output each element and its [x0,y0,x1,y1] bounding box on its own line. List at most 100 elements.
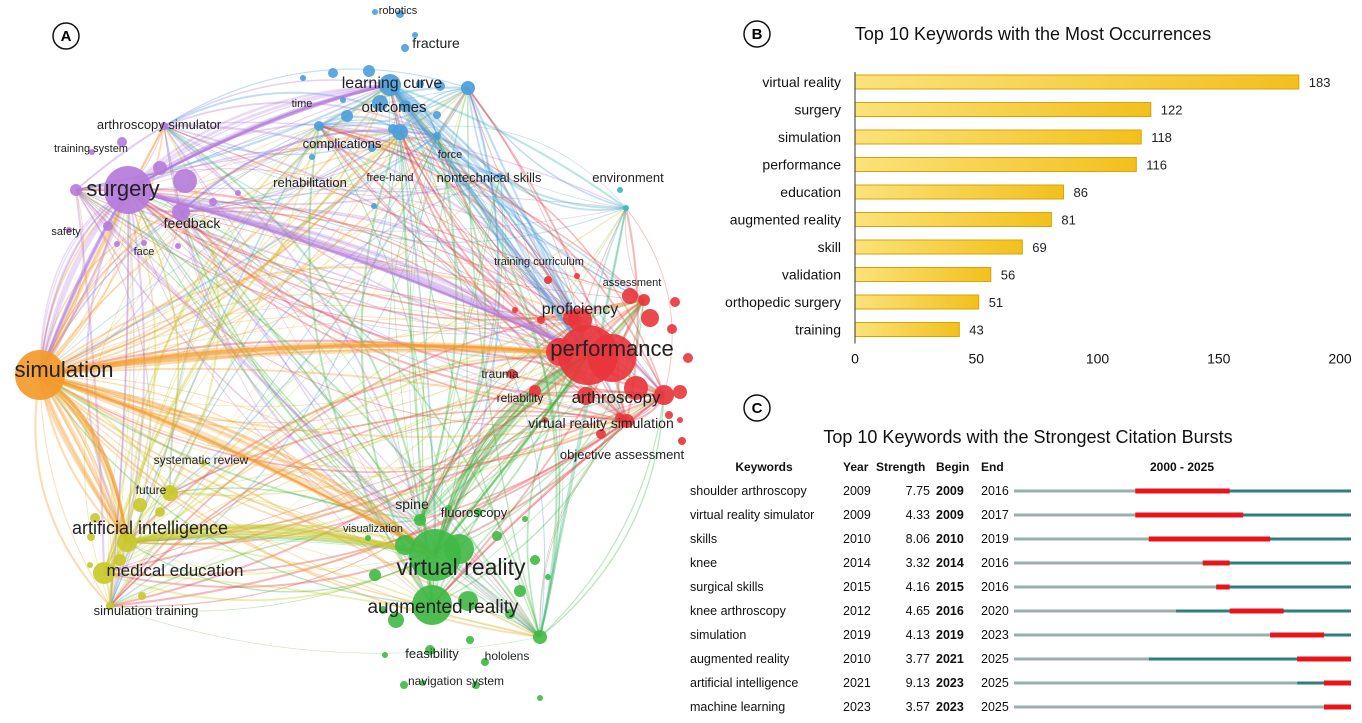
bar-chart-title: Top 10 Keywords with the Most Occurrence… [855,24,1211,44]
bar-value-validation: 56 [1001,268,1015,283]
network-link-orange [39,344,589,377]
network-link-green [75,189,541,638]
network-node-blue [372,95,388,111]
network-label-proficiency: proficiency [542,301,618,318]
network-link-orange [39,125,165,376]
network-node-red [677,417,683,423]
network-link-blue [399,131,645,301]
network-link-orange [39,374,421,521]
network-node-time [300,75,306,81]
network-link-blue [399,131,581,321]
network-link-blue [409,135,438,521]
network-link-blue [163,91,438,137]
network-link-blue [389,84,436,556]
network-link-blue [127,87,469,191]
network-link-green [419,175,501,521]
network-link-orange [39,373,436,557]
network-link-orange [39,374,541,638]
network-node-fracture [461,81,475,95]
burst-begin: 2023 [936,676,964,690]
network-link-blue [127,135,438,204]
network-link-orange [39,373,437,557]
panel-c-badge [743,394,771,422]
network-link-green [388,135,438,521]
network-link-red [389,84,589,356]
network-label-virtual-reality-simulation: virtual reality simulation [528,415,674,431]
bar-category-education: education [780,184,841,200]
network-link-green [539,394,665,638]
network-node-purple [209,198,217,206]
network-link-yellow [109,84,391,607]
network-node-blue [368,144,376,152]
network-node-green [382,652,388,658]
network-link-purple [127,131,401,191]
burst-strength: 9.13 [906,676,930,690]
bar-value-skill: 69 [1032,240,1046,255]
network-link-green [109,554,436,612]
burst-end: 2025 [981,700,1009,714]
network-link-orange [39,374,436,556]
network-link-green [39,374,421,521]
network-link-purple [127,189,541,638]
network-link-orange [39,343,589,376]
network-link-yellow [109,189,132,607]
network-node-yellow [114,554,126,566]
network-label-medical-education: medical education [106,561,243,580]
bar-series: virtual reality 183 surgery 122 simulation 11… [725,74,1330,338]
network-link-green [180,211,436,556]
network-link-yellow [169,319,581,494]
network-link-orange [39,211,182,376]
burst-begin: 2023 [936,700,964,714]
network-node-red [537,316,545,324]
network-link-purple [180,207,627,232]
network-node-green [514,585,526,597]
network-link-blue [389,84,501,177]
burst-row: machine learning 2023 3.57 2023 2025 [690,700,1351,714]
burst-begin: 2015 [936,580,964,594]
network-link-blue [389,84,589,356]
network-node-green [492,531,502,541]
network-node-purple [70,184,82,196]
network-link-orange [39,87,469,376]
network-label-arthroscopy: arthroscopy [572,388,661,407]
network-link-teal [163,125,627,243]
network-node-blue [328,68,338,78]
network-node-robotics [396,10,404,18]
network-node-green [400,681,408,689]
network-link-orange [39,374,436,556]
network-label-objective-assessment: objective assessment [560,447,685,462]
network-node-red [683,353,693,363]
network-link-orange [39,266,581,376]
network-link-blue [388,84,590,356]
burst-strength: 8.06 [906,532,930,546]
network-link-purple [39,211,182,376]
bar-education [854,184,1064,200]
bar-augmented-reality [854,212,1052,227]
network-link-orange [39,125,320,376]
network-link-purple [127,188,589,357]
bar-value-simulation: 118 [1151,130,1172,145]
network-label-assessment: assessment [603,277,662,289]
network-link-purple [163,125,433,606]
network-label-force: force [438,149,462,161]
network-node-hololens [481,658,489,666]
network-link-red [39,374,628,473]
burst-end: 2023 [981,628,1009,642]
network-node-red [577,387,595,405]
network-link-yellow [103,175,501,574]
network-link-purple [39,189,129,376]
network-node-yellow [90,513,100,523]
network-link-green [419,175,504,521]
network-node-blue [341,110,353,122]
network-link-yellow [126,189,179,543]
burst-header-begin: Begin [936,460,969,474]
burst-begin: 2019 [936,628,964,642]
network-node-trauma [507,369,517,379]
burst-row: shoulder arthroscopy 2009 7.75 2009 2016 [690,484,1351,498]
network-node-simulation-training [106,602,114,610]
network-link-green [180,211,421,521]
network-link-orange [39,87,469,376]
network-link-yellow [126,530,436,556]
network-label-visualization: visualization [343,523,403,535]
burst-keyword: surgical skills [690,580,764,594]
